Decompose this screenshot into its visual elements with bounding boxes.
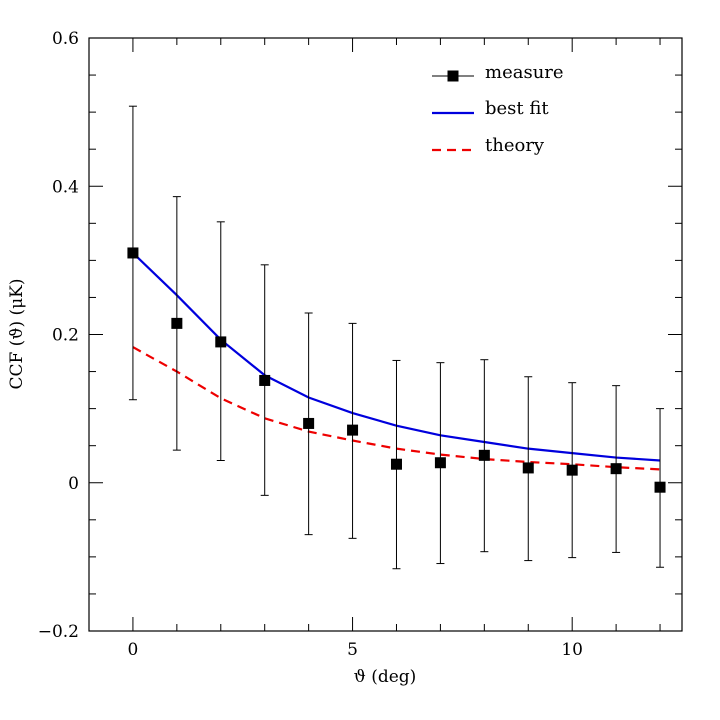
x-tick-label: 0 — [128, 640, 139, 660]
x-axis-label: ϑ (deg) — [354, 667, 417, 687]
plot-frame — [88, 37, 683, 632]
measure-point — [654, 481, 666, 493]
legend-measure-marker — [447, 70, 459, 82]
measure-point — [259, 374, 271, 386]
x-tick-label: 10 — [561, 640, 583, 660]
y-tick-label: 0.4 — [52, 177, 79, 197]
measure-point — [434, 457, 446, 469]
y-tick-label: 0.6 — [52, 29, 79, 49]
measure-point — [478, 449, 490, 461]
measure-point — [610, 463, 622, 475]
x-tick-label: 5 — [347, 640, 358, 660]
legend-best-fit-label: best fit — [485, 98, 549, 119]
axis-ticks — [88, 37, 682, 632]
measure-point — [347, 424, 359, 436]
measure-point — [171, 317, 183, 329]
series-measure — [127, 105, 666, 570]
y-tick-label: 0 — [68, 474, 79, 494]
measure-point — [303, 417, 315, 429]
measure-point — [522, 462, 534, 474]
legend-measure-label: measure — [485, 62, 564, 83]
measure-point — [566, 464, 578, 476]
tick-labels: 0 5 10 −0.2 0 0.2 0.4 0.6 — [38, 29, 583, 660]
y-tick-label: 0.2 — [52, 326, 79, 346]
y-tick-label: −0.2 — [38, 622, 79, 642]
legend-theory-label: theory — [485, 135, 545, 156]
measure-point — [215, 336, 227, 348]
legend: measure best fit theory — [432, 62, 564, 156]
measure-point — [127, 247, 139, 259]
measure-point — [390, 458, 402, 470]
y-axis-label: CCF (ϑ) (μK) — [7, 278, 27, 389]
